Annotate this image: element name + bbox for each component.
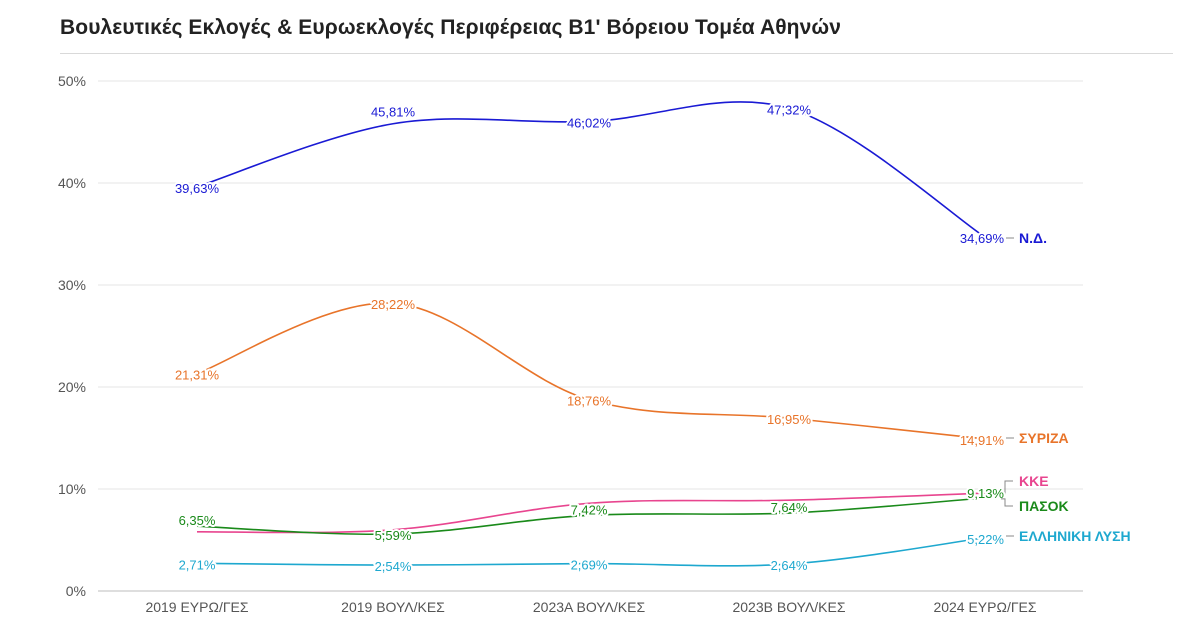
data-label-halo: 39,63% <box>175 181 220 196</box>
data-label: 9,13% <box>967 486 1004 501</box>
data-label: 21,31% <box>175 368 220 383</box>
series-label: Ν.Δ. <box>1019 230 1047 246</box>
series-label: ΕΛΛΗΝΙΚΗ ΛΥΣΗ <box>1019 528 1131 544</box>
data-label: 7,42% <box>571 502 608 517</box>
data-label-halo: 5,22% <box>967 532 1004 547</box>
data-label: 47,32% <box>767 102 812 117</box>
data-label: 34,69% <box>960 231 1005 246</box>
series-label: ΚΚΕ <box>1019 473 1049 489</box>
data-label-halo: 2,64% <box>771 558 808 573</box>
label-connector <box>1001 480 1013 495</box>
data-label: 18,76% <box>567 394 612 409</box>
y-tick-label: 40% <box>58 175 86 191</box>
data-label: 14,91% <box>960 433 1005 448</box>
x-tick-label: 2019 ΒΟΥΛ/ΚΕΣ <box>341 599 445 615</box>
data-label-halo: 2,54% <box>375 559 412 574</box>
data-label: 2,64% <box>771 558 808 573</box>
data-label: 39,63% <box>175 181 220 196</box>
x-tick-label: 2023Β ΒΟΥΛ/ΚΕΣ <box>732 599 845 615</box>
data-label-halo: 14,91% <box>960 433 1005 448</box>
data-label: 46,02% <box>567 116 612 131</box>
series-line <box>196 302 986 440</box>
data-label: 2,54% <box>375 559 412 574</box>
data-label: 28,22% <box>371 297 416 312</box>
data-label-halo: 2,69% <box>571 558 608 573</box>
series-line <box>196 101 986 238</box>
data-label-halo: 34,69% <box>960 231 1005 246</box>
data-label-halo: 9,13% <box>967 486 1004 501</box>
data-label: 45,81% <box>371 105 416 120</box>
data-label-halo: 47,32% <box>767 102 812 117</box>
data-label: 2,71% <box>179 557 216 572</box>
y-tick-label: 20% <box>58 379 86 395</box>
data-label-halo: 16,95% <box>767 412 812 427</box>
series-label: ΠΑΣΟΚ <box>1019 498 1069 514</box>
y-tick-label: 30% <box>58 277 86 293</box>
data-label: 6,35% <box>179 513 216 528</box>
data-label-halo: 5,59% <box>375 528 412 543</box>
chart-title: Βουλευτικές Εκλογές & Ευρωεκλογές Περιφέ… <box>60 16 841 39</box>
data-label-halo: 7,64% <box>771 500 808 515</box>
x-tick-label: 2023Α ΒΟΥΛ/ΚΕΣ <box>533 599 646 615</box>
data-label: 2,69% <box>571 558 608 573</box>
x-tick-label: 2019 ΕΥΡΩ/ΓΕΣ <box>145 599 248 615</box>
data-label-halo: 6,35% <box>179 513 216 528</box>
series-line <box>196 536 986 567</box>
data-label: 7,64% <box>771 500 808 515</box>
data-label-halo: 45,81% <box>371 105 416 120</box>
x-tick-label: 2024 ΕΥΡΩ/ΓΕΣ <box>933 599 1036 615</box>
data-label-halo: 28,22% <box>371 297 416 312</box>
data-label-halo: 46,02% <box>567 116 612 131</box>
y-tick-label: 50% <box>58 73 86 89</box>
label-connector <box>1001 498 1013 507</box>
data-label-halo: 7,42% <box>571 502 608 517</box>
data-label: 5,22% <box>967 532 1004 547</box>
data-label-halo: 21,31% <box>175 368 220 383</box>
data-label: 16,95% <box>767 412 812 427</box>
y-tick-label: 0% <box>66 583 86 599</box>
title-divider <box>60 53 1173 54</box>
series-line <box>196 497 986 536</box>
data-label-halo: 2,71% <box>179 557 216 572</box>
y-tick-label: 10% <box>58 481 86 497</box>
data-label-halo: 18,76% <box>567 394 612 409</box>
series-label: ΣΥΡΙΖΑ <box>1019 430 1069 446</box>
data-label: 5,59% <box>375 528 412 543</box>
series-line <box>196 492 986 534</box>
